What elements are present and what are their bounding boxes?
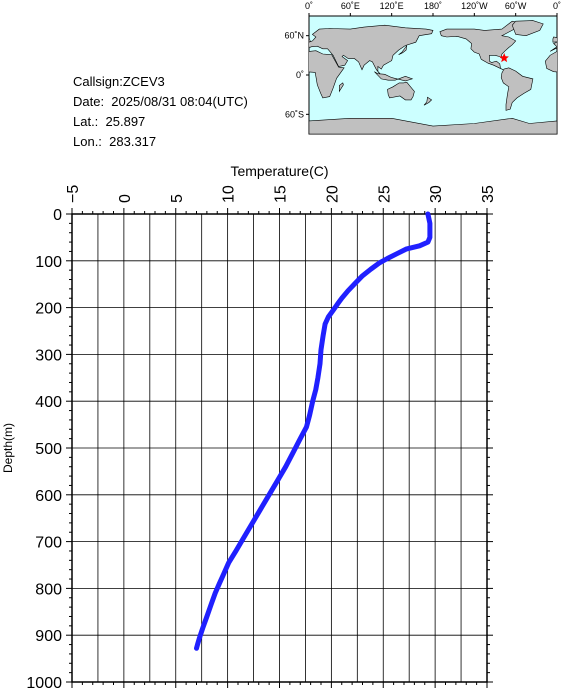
- latitude-text: Lat.: 25.897: [73, 114, 146, 129]
- x-tick-label: 0: [117, 194, 134, 203]
- plot-frame: [71, 213, 488, 683]
- y-tick-label: 800: [35, 581, 62, 598]
- map-lon-label: 0˚: [305, 1, 313, 11]
- x-tick-label: 35: [480, 185, 497, 203]
- temperature-profile-line: [194, 211, 433, 651]
- x-tick-label: 20: [324, 185, 341, 203]
- y-axis-title: Depth(m): [1, 423, 15, 473]
- x-tick-label: 15: [273, 185, 290, 203]
- y-tick-label: 300: [35, 347, 62, 364]
- map-lon-label: 60˚W: [505, 1, 527, 11]
- y-tick-label: 100: [35, 254, 62, 271]
- y-tick-label: 0: [53, 207, 62, 224]
- map-lat-label: 60˚S: [285, 109, 304, 119]
- y-tick-label: 200: [35, 301, 62, 318]
- land-australia: [387, 81, 415, 101]
- map-lon-label: 120˚W: [461, 1, 488, 11]
- land-africa: [544, 51, 557, 73]
- land-north-america: [439, 20, 520, 71]
- callsign-text: Callsign:ZCEV3: [73, 74, 165, 89]
- x-axis-title: Temperature(C): [230, 163, 328, 179]
- x-tick-label: 25: [376, 185, 393, 203]
- land-greenland: [511, 20, 544, 37]
- map-lat-label: 60˚N: [284, 31, 304, 41]
- map-lon-label: 60˚E: [341, 1, 360, 11]
- y-tick-label: 600: [35, 488, 62, 505]
- x-tick-label: 30: [428, 185, 445, 203]
- y-tick-label: 1000: [26, 675, 62, 690]
- land-new-zealand: [423, 96, 433, 106]
- land-south-america: [500, 67, 534, 111]
- land-eurasia: [309, 24, 434, 75]
- y-tick-label: 400: [35, 394, 62, 411]
- land-indonesia: [374, 71, 414, 82]
- land-africa: [309, 50, 345, 99]
- x-tick-label: 5: [169, 194, 186, 203]
- y-tick-label: 900: [35, 628, 62, 645]
- station-marker: [499, 53, 509, 63]
- x-tick-label: 10: [221, 185, 238, 203]
- land-uk: [552, 36, 557, 43]
- longitude-text: Lon.: 283.317: [73, 134, 157, 149]
- land-uk: [309, 37, 311, 43]
- land-japan: [398, 45, 408, 55]
- x-tick-label: −5: [65, 185, 82, 203]
- land-eurasia: [549, 41, 557, 52]
- map-lon-label: 180˚: [424, 1, 442, 11]
- map-lat-label: 0˚: [296, 70, 304, 80]
- y-tick-label: 700: [35, 535, 62, 552]
- map-lon-label: 0˚: [553, 1, 561, 11]
- y-tick-label: 500: [35, 441, 62, 458]
- land-antarctica: [309, 117, 557, 134]
- land-madagascar: [339, 82, 344, 93]
- map-lon-label: 120˚E: [380, 1, 404, 11]
- date-text: Date: 2025/08/31 08:04(UTC): [73, 94, 248, 109]
